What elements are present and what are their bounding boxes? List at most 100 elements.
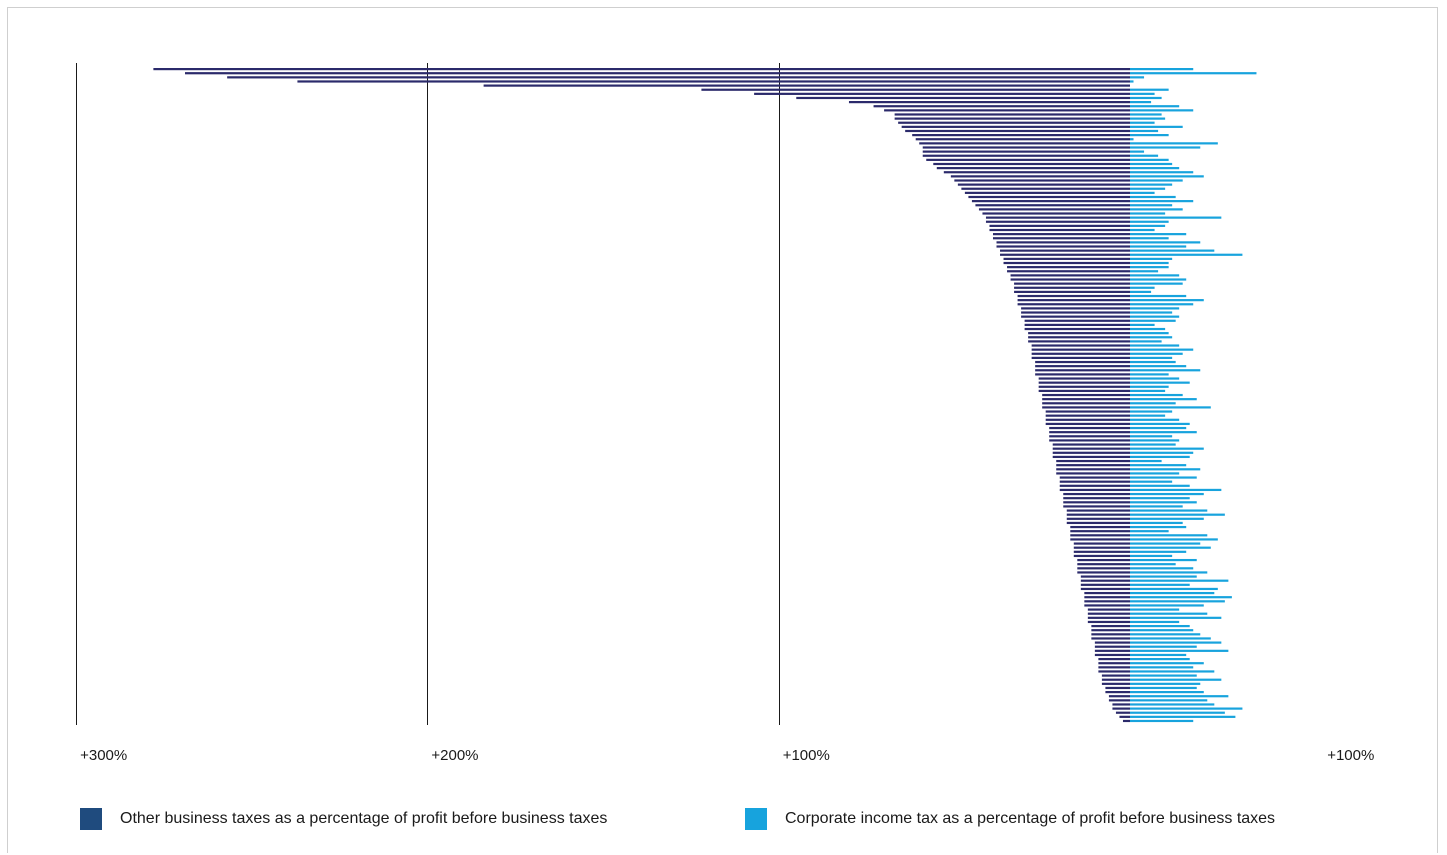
- bar-corporate: [1130, 538, 1218, 541]
- bar-corporate: [1130, 703, 1215, 706]
- bar-corporate: [1130, 670, 1215, 673]
- bar-other: [922, 150, 1130, 153]
- bar-other: [1056, 468, 1130, 471]
- bar-other: [1084, 600, 1130, 603]
- bar-other: [919, 142, 1130, 145]
- bar-other: [1003, 261, 1130, 265]
- bar-corporate: [1130, 224, 1166, 227]
- bar-other: [1031, 344, 1130, 347]
- bar-other: [1010, 278, 1130, 281]
- bar-corporate: [1130, 105, 1180, 108]
- bar-corporate: [1130, 179, 1183, 182]
- bar-corporate: [1130, 587, 1218, 591]
- bar-other: [1077, 571, 1130, 574]
- bar-corporate: [1130, 348, 1194, 351]
- bar-other: [898, 121, 1130, 124]
- bar-corporate: [1130, 629, 1194, 632]
- bar-corporate: [1130, 711, 1225, 714]
- bar-corporate: [1130, 633, 1201, 636]
- bar-other: [1080, 579, 1130, 582]
- bar-corporate: [1130, 480, 1173, 483]
- bar-corporate: [1130, 455, 1190, 459]
- bar-other: [1066, 509, 1130, 512]
- bar-corporate: [1130, 208, 1183, 211]
- bar-other: [1073, 554, 1130, 558]
- bar-other: [968, 195, 1130, 199]
- bar-other: [901, 125, 1130, 128]
- bar-corporate: [1130, 649, 1229, 652]
- bar-other: [1049, 426, 1130, 430]
- bar-corporate: [1130, 567, 1194, 570]
- bar-other: [873, 105, 1130, 108]
- bar-corporate: [1130, 216, 1222, 219]
- bar-chart: +300% +200% +100% +100%: [76, 63, 1374, 764]
- bar-other: [1105, 690, 1130, 694]
- bar-corporate: [1130, 662, 1204, 665]
- bar-other: [933, 162, 1130, 166]
- bar-other: [1101, 678, 1130, 681]
- bar-corporate: [1130, 674, 1197, 677]
- bar-other: [1035, 365, 1130, 368]
- bar-corporate: [1130, 365, 1187, 368]
- bar-corporate: [1130, 278, 1187, 281]
- bar-other: [978, 208, 1130, 211]
- bar-corporate: [1130, 109, 1194, 112]
- bar-other: [1077, 558, 1130, 562]
- bar-other: [1112, 703, 1130, 706]
- bar-corporate: [1130, 398, 1197, 401]
- bar-corporate: [1130, 311, 1173, 314]
- bar-corporate: [1130, 699, 1208, 702]
- bar-corporate: [1130, 257, 1173, 260]
- bar-corporate: [1130, 175, 1204, 178]
- bar-other: [1098, 670, 1130, 673]
- bar-corporate: [1130, 435, 1173, 438]
- bar-other: [1101, 674, 1130, 677]
- bar-other: [1091, 637, 1130, 640]
- bar-corporate: [1130, 80, 1134, 83]
- bar-other: [1094, 645, 1130, 648]
- bar-corporate: [1130, 530, 1169, 533]
- bar-other: [1021, 315, 1130, 318]
- bar-other: [915, 138, 1130, 141]
- bar-corporate: [1130, 472, 1180, 475]
- bar-corporate: [1130, 162, 1173, 166]
- bar-other: [1087, 612, 1130, 615]
- bar-other: [1003, 257, 1130, 260]
- bar-corporate: [1130, 596, 1232, 599]
- bar-corporate: [1130, 641, 1222, 644]
- bar-corporate: [1130, 447, 1204, 450]
- bar-corporate: [1130, 624, 1190, 628]
- bar-corporate: [1130, 228, 1155, 232]
- bar-corporate: [1130, 591, 1215, 595]
- bar-other: [1045, 418, 1130, 421]
- bar-corporate: [1130, 558, 1197, 562]
- bar-other: [1007, 266, 1130, 269]
- bar-corporate: [1130, 274, 1180, 277]
- bar-other: [1021, 311, 1130, 314]
- bar-other: [1087, 616, 1130, 619]
- bar-corporate: [1130, 385, 1169, 388]
- bar-corporate: [1130, 373, 1169, 376]
- bar-corporate: [1130, 68, 1194, 71]
- bar-corporate: [1130, 253, 1243, 256]
- bar-corporate: [1130, 563, 1176, 566]
- bar-corporate: [1130, 340, 1162, 343]
- bar-corporate: [1130, 410, 1173, 413]
- bar-other: [1014, 282, 1130, 285]
- bar-other: [227, 76, 1130, 79]
- bar-other: [922, 146, 1130, 149]
- bar-other: [1056, 459, 1130, 463]
- legend: Other business taxes as a percentage of …: [0, 808, 1447, 838]
- bar-other: [1115, 711, 1130, 714]
- bar-other: [1108, 699, 1130, 702]
- bar-corporate: [1130, 608, 1180, 611]
- bar-other: [1038, 385, 1130, 388]
- bar-corporate: [1130, 241, 1201, 244]
- bar-corporate: [1130, 303, 1194, 306]
- bar-corporate: [1130, 468, 1201, 471]
- bar-corporate: [1130, 418, 1180, 421]
- bar-corporate: [1130, 381, 1190, 384]
- bar-other: [153, 68, 1131, 71]
- bar-corporate: [1130, 158, 1169, 161]
- bar-other: [1052, 443, 1130, 446]
